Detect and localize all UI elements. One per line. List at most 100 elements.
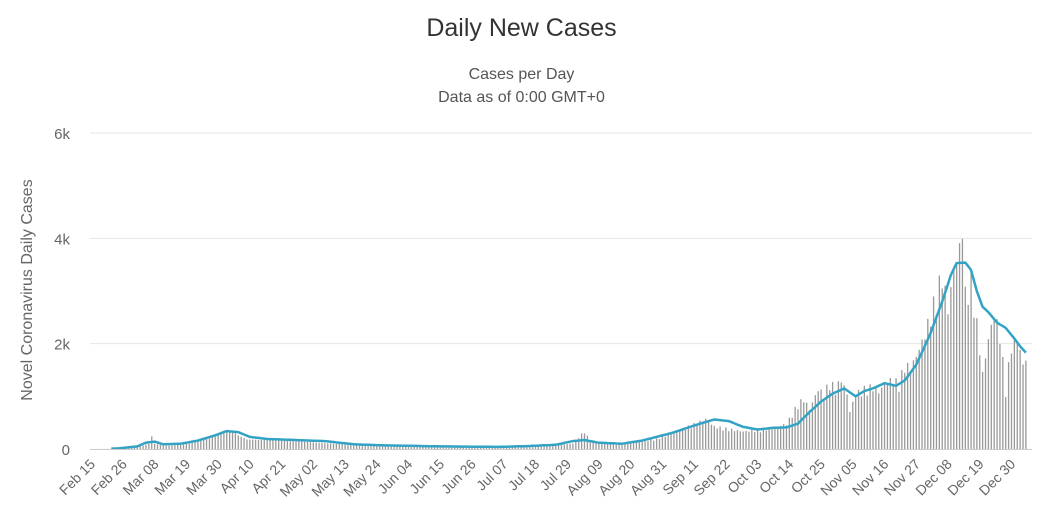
daily-bar (234, 433, 237, 449)
daily-bar (165, 445, 167, 449)
daily-bar (306, 441, 309, 449)
x-tick-label: Oct 14 (756, 456, 797, 497)
daily-bar (935, 314, 938, 449)
daily-bar (263, 439, 265, 449)
daily-bar (1013, 337, 1016, 449)
daily-bar (826, 384, 828, 449)
daily-bar (710, 424, 713, 449)
daily-bar (301, 441, 303, 449)
daily-bar (696, 424, 698, 449)
daily-bar (318, 442, 320, 449)
daily-bar (762, 428, 765, 449)
daily-bar (520, 446, 522, 449)
daily-bar (831, 381, 834, 449)
daily-bar (257, 439, 260, 449)
daily-bar (1022, 364, 1024, 449)
daily-bar (283, 440, 286, 449)
daily-bar (226, 432, 228, 449)
daily-bar (145, 444, 147, 449)
daily-bar (338, 443, 340, 449)
daily-bar (716, 428, 718, 449)
daily-bar (924, 339, 926, 449)
daily-bar (984, 358, 987, 449)
daily-bar (702, 421, 704, 449)
x-tick-label: Apr 10 (216, 456, 257, 497)
daily-bar (687, 425, 690, 449)
daily-bar (990, 324, 992, 449)
daily-bar (370, 445, 372, 449)
daily-bar (237, 435, 239, 449)
daily-bar (624, 443, 626, 449)
daily-bar (667, 434, 669, 449)
daily-bar (739, 431, 741, 449)
daily-bar (630, 442, 632, 449)
daily-bar (932, 296, 935, 449)
daily-bar (811, 402, 814, 449)
daily-bar (981, 371, 984, 449)
daily-bar (996, 319, 998, 449)
daily-bar (555, 444, 557, 449)
daily-bar (791, 417, 793, 449)
x-tick-label: Jun 26 (438, 456, 479, 497)
daily-bar (892, 384, 894, 449)
daily-bar (1019, 349, 1021, 449)
daily-bar (379, 445, 381, 449)
daily-bar (906, 362, 909, 449)
daily-bar (575, 440, 577, 449)
daily-bar (881, 387, 883, 449)
y-tick-label: 6k (54, 126, 70, 143)
daily-bar (843, 385, 845, 449)
daily-bar (197, 440, 199, 449)
daily-bar (387, 445, 389, 449)
daily-bar (428, 446, 430, 449)
daily-bar (987, 339, 990, 449)
daily-bar (211, 437, 213, 449)
daily-bar (756, 429, 759, 449)
daily-bar (254, 439, 257, 449)
daily-bar (866, 395, 868, 449)
daily-bar (246, 439, 248, 449)
daily-bar (805, 402, 808, 449)
daily-bar (759, 432, 762, 449)
daily-bar (578, 438, 580, 449)
daily-bar (976, 318, 978, 449)
daily-bar (719, 426, 721, 449)
daily-bar (927, 318, 929, 449)
daily-bar (269, 440, 271, 449)
daily-bar (673, 432, 675, 449)
daily-bar (947, 314, 949, 449)
daily-bar (993, 319, 995, 449)
daily-bar (618, 443, 620, 449)
daily-bar (445, 446, 447, 449)
daily-bar (834, 394, 837, 449)
daily-bar (390, 445, 392, 449)
daily-bar (367, 445, 369, 449)
chart-subtitle-line-2: Data as of 0:00 GMT+0 (438, 89, 605, 106)
daily-bar (958, 243, 961, 449)
daily-bar (396, 445, 398, 449)
daily-bar (1016, 343, 1018, 449)
daily-bar (208, 438, 211, 449)
daily-bar (557, 445, 560, 449)
daily-bar (534, 445, 537, 449)
daily-bar (439, 446, 441, 449)
daily-bar (713, 425, 715, 449)
daily-bar (324, 443, 326, 449)
daily-bar (647, 441, 649, 449)
daily-bar (921, 339, 923, 449)
daily-bar (402, 446, 404, 449)
daily-bar (569, 443, 571, 449)
daily-bar (967, 304, 969, 449)
daily-bar (217, 434, 219, 449)
x-tick-label: Dec 30 (976, 456, 1019, 499)
daily-bar (214, 435, 216, 449)
daily-bar (820, 389, 822, 449)
daily-bar (249, 439, 251, 449)
daily-bar (973, 317, 975, 449)
daily-bar (185, 443, 188, 449)
daily-bar (1010, 353, 1013, 449)
daily-bar (690, 428, 692, 449)
daily-bar (298, 441, 300, 449)
daily-bar (944, 285, 946, 449)
